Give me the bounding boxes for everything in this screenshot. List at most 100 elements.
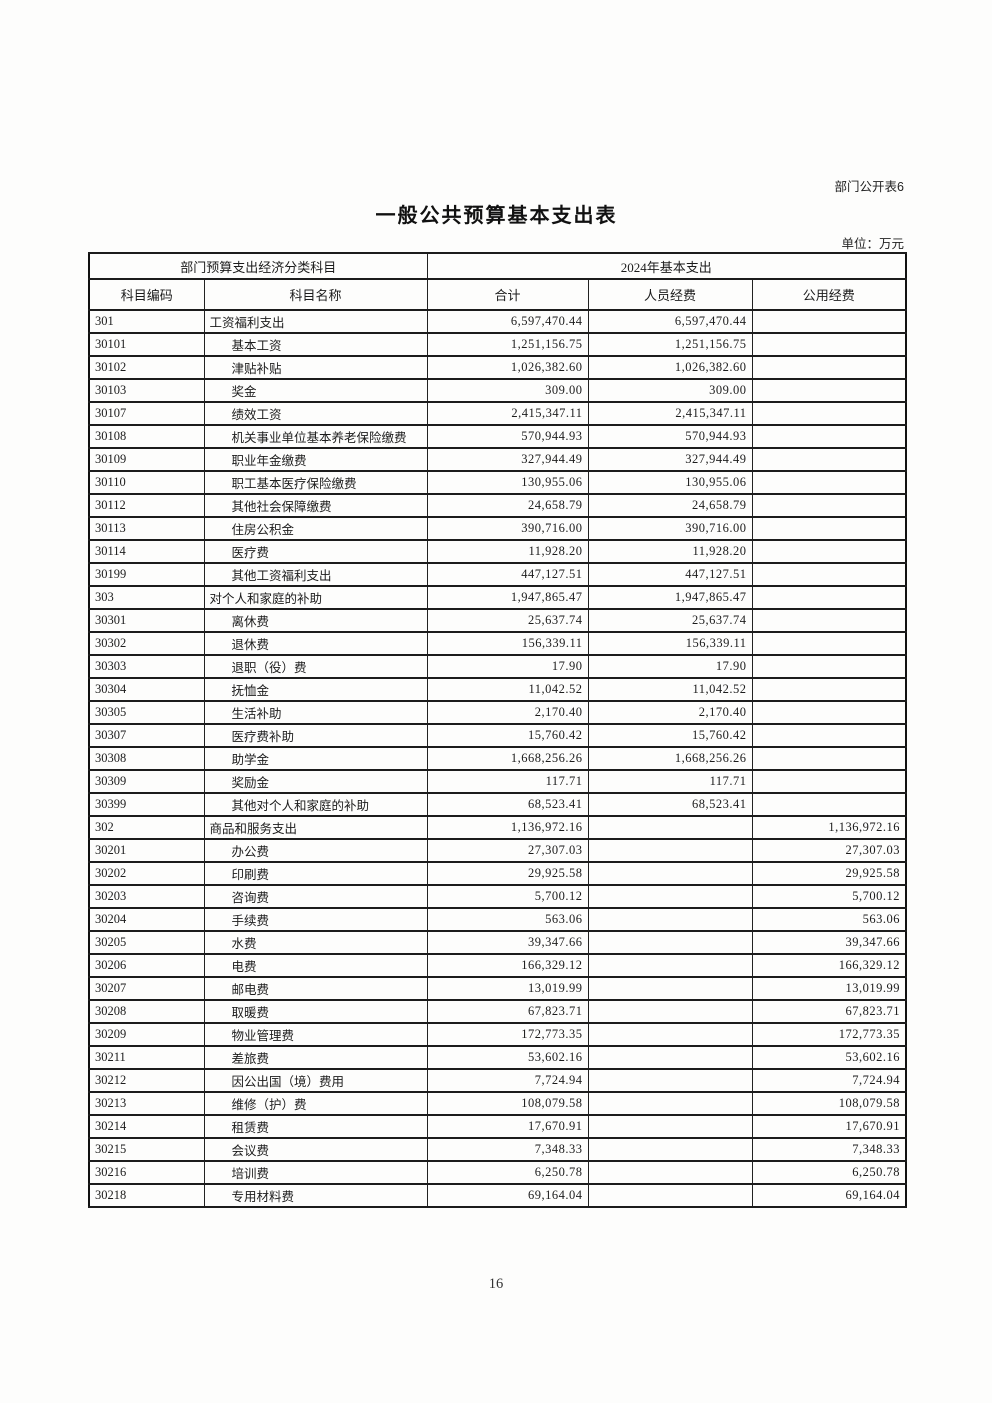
personnel-amount-cell: 1,026,382.60 xyxy=(587,355,753,380)
public-amount-cell xyxy=(751,585,907,610)
personnel-amount-cell: 11,042.52 xyxy=(587,677,753,702)
subject-name-cell: 其他工资福利支出 xyxy=(203,562,428,587)
total-amount-cell: 108,079.58 xyxy=(426,1091,589,1116)
personnel-amount-cell xyxy=(587,1160,753,1185)
page-number: 16 xyxy=(488,1276,504,1292)
subject-name-cell: 工资福利支出 xyxy=(203,309,428,334)
table-row: 30109 职业年金缴费 327,944.49 327,944.49 xyxy=(88,447,907,472)
total-amount-cell: 1,026,382.60 xyxy=(426,355,589,380)
total-amount-cell: 7,724.94 xyxy=(426,1068,589,1093)
public-amount-cell: 563.06 xyxy=(751,907,907,932)
personnel-amount-cell xyxy=(587,907,753,932)
total-amount-cell: 68,523.41 xyxy=(426,792,589,817)
personnel-amount-cell xyxy=(587,930,753,955)
subject-code-cell: 30101 xyxy=(88,332,205,357)
personnel-amount-cell: 11,928.20 xyxy=(587,539,753,564)
table-row: 30108 机关事业单位基本养老保险缴费 570,944.93 570,944.… xyxy=(88,424,907,449)
total-amount-cell: 27,307.03 xyxy=(426,838,589,863)
personnel-amount-cell xyxy=(587,1137,753,1162)
subject-code-cell: 30202 xyxy=(88,861,205,886)
personnel-amount-cell: 447,127.51 xyxy=(587,562,753,587)
total-amount-cell: 1,668,256.26 xyxy=(426,746,589,771)
personnel-amount-cell: 2,170.40 xyxy=(587,700,753,725)
subject-code-cell: 30218 xyxy=(88,1183,205,1208)
table-row: 30199 其他工资福利支出 447,127.51 447,127.51 xyxy=(88,562,907,587)
public-amount-cell: 53,602.16 xyxy=(751,1045,907,1070)
public-amount-cell xyxy=(751,401,907,426)
table-row: 30114 医疗费 11,928.20 11,928.20 xyxy=(88,539,907,564)
total-amount-cell: 309.00 xyxy=(426,378,589,403)
public-amount-cell xyxy=(751,746,907,771)
subject-name-cell: 其他对个人和家庭的补助 xyxy=(203,792,428,817)
personnel-amount-cell: 2,415,347.11 xyxy=(587,401,753,426)
subject-code-cell: 30303 xyxy=(88,654,205,679)
total-amount-cell: 11,928.20 xyxy=(426,539,589,564)
personnel-amount-cell xyxy=(587,861,753,886)
table-row: 30215 会议费 7,348.33 7,348.33 xyxy=(88,1137,907,1162)
subject-code-cell: 30216 xyxy=(88,1160,205,1185)
public-amount-cell xyxy=(751,355,907,380)
subject-code-cell: 30109 xyxy=(88,447,205,472)
subject-name-cell: 邮电费 xyxy=(203,976,428,1001)
subject-name-cell: 办公费 xyxy=(203,838,428,863)
public-amount-cell xyxy=(751,424,907,449)
table-row: 30203 咨询费 5,700.12 5,700.12 xyxy=(88,884,907,909)
subject-code-cell: 30308 xyxy=(88,746,205,771)
total-amount-cell: 570,944.93 xyxy=(426,424,589,449)
public-amount-cell: 108,079.58 xyxy=(751,1091,907,1116)
subject-name-cell: 其他社会保障缴费 xyxy=(203,493,428,518)
subject-code-cell: 30112 xyxy=(88,493,205,518)
table-row: 30201 办公费 27,307.03 27,307.03 xyxy=(88,838,907,863)
public-amount-cell: 7,724.94 xyxy=(751,1068,907,1093)
public-amount-cell xyxy=(751,608,907,633)
personnel-amount-cell: 1,251,156.75 xyxy=(587,332,753,357)
total-amount-cell: 24,658.79 xyxy=(426,493,589,518)
table-row: 30307 医疗费补助 15,760.42 15,760.42 xyxy=(88,723,907,748)
personnel-amount-cell xyxy=(587,838,753,863)
total-amount-cell: 2,170.40 xyxy=(426,700,589,725)
subject-name-cell: 印刷费 xyxy=(203,861,428,886)
public-amount-cell: 69,164.04 xyxy=(751,1183,907,1208)
public-amount-cell: 13,019.99 xyxy=(751,976,907,1001)
table-row: 30214 租赁费 17,670.91 17,670.91 xyxy=(88,1114,907,1139)
subject-code-cell: 30214 xyxy=(88,1114,205,1139)
subject-code-cell: 302 xyxy=(88,815,205,840)
personnel-amount-cell: 130,955.06 xyxy=(587,470,753,495)
table-body: 301 工资福利支出 6,597,470.44 6,597,470.44 301… xyxy=(88,309,907,1208)
personnel-amount-cell xyxy=(587,815,753,840)
public-amount-cell xyxy=(751,332,907,357)
subject-name-cell: 租赁费 xyxy=(203,1114,428,1139)
subject-code-cell: 30204 xyxy=(88,907,205,932)
public-amount-cell: 166,329.12 xyxy=(751,953,907,978)
total-amount-cell: 6,597,470.44 xyxy=(426,309,589,334)
table-row: 30305 生活补助 2,170.40 2,170.40 xyxy=(88,700,907,725)
public-amount-cell: 17,670.91 xyxy=(751,1114,907,1139)
public-amount-cell xyxy=(751,470,907,495)
col-header-name: 科目名称 xyxy=(203,278,428,311)
total-amount-cell: 2,415,347.11 xyxy=(426,401,589,426)
personnel-amount-cell xyxy=(587,884,753,909)
table-row: 30208 取暖费 67,823.71 67,823.71 xyxy=(88,999,907,1024)
subject-code-cell: 301 xyxy=(88,309,205,334)
public-amount-cell xyxy=(751,562,907,587)
public-amount-cell xyxy=(751,447,907,472)
subject-code-cell: 30213 xyxy=(88,1091,205,1116)
subject-name-cell: 基本工资 xyxy=(203,332,428,357)
personnel-amount-cell: 25,637.74 xyxy=(587,608,753,633)
subject-name-cell: 机关事业单位基本养老保险缴费 xyxy=(203,424,428,449)
public-amount-cell xyxy=(751,677,907,702)
public-amount-cell xyxy=(751,309,907,334)
personnel-amount-cell: 309.00 xyxy=(587,378,753,403)
table-row: 30216 培训费 6,250.78 6,250.78 xyxy=(88,1160,907,1185)
table-row: 30205 水费 39,347.66 39,347.66 xyxy=(88,930,907,955)
subject-code-cell: 30309 xyxy=(88,769,205,794)
subject-code-cell: 30108 xyxy=(88,424,205,449)
personnel-amount-cell xyxy=(587,999,753,1024)
table-row: 30204 手续费 563.06 563.06 xyxy=(88,907,907,932)
total-amount-cell: 7,348.33 xyxy=(426,1137,589,1162)
subject-name-cell: 对个人和家庭的补助 xyxy=(203,585,428,610)
personnel-amount-cell: 327,944.49 xyxy=(587,447,753,472)
subject-code-cell: 303 xyxy=(88,585,205,610)
table-row: 30101 基本工资 1,251,156.75 1,251,156.75 xyxy=(88,332,907,357)
total-amount-cell: 166,329.12 xyxy=(426,953,589,978)
